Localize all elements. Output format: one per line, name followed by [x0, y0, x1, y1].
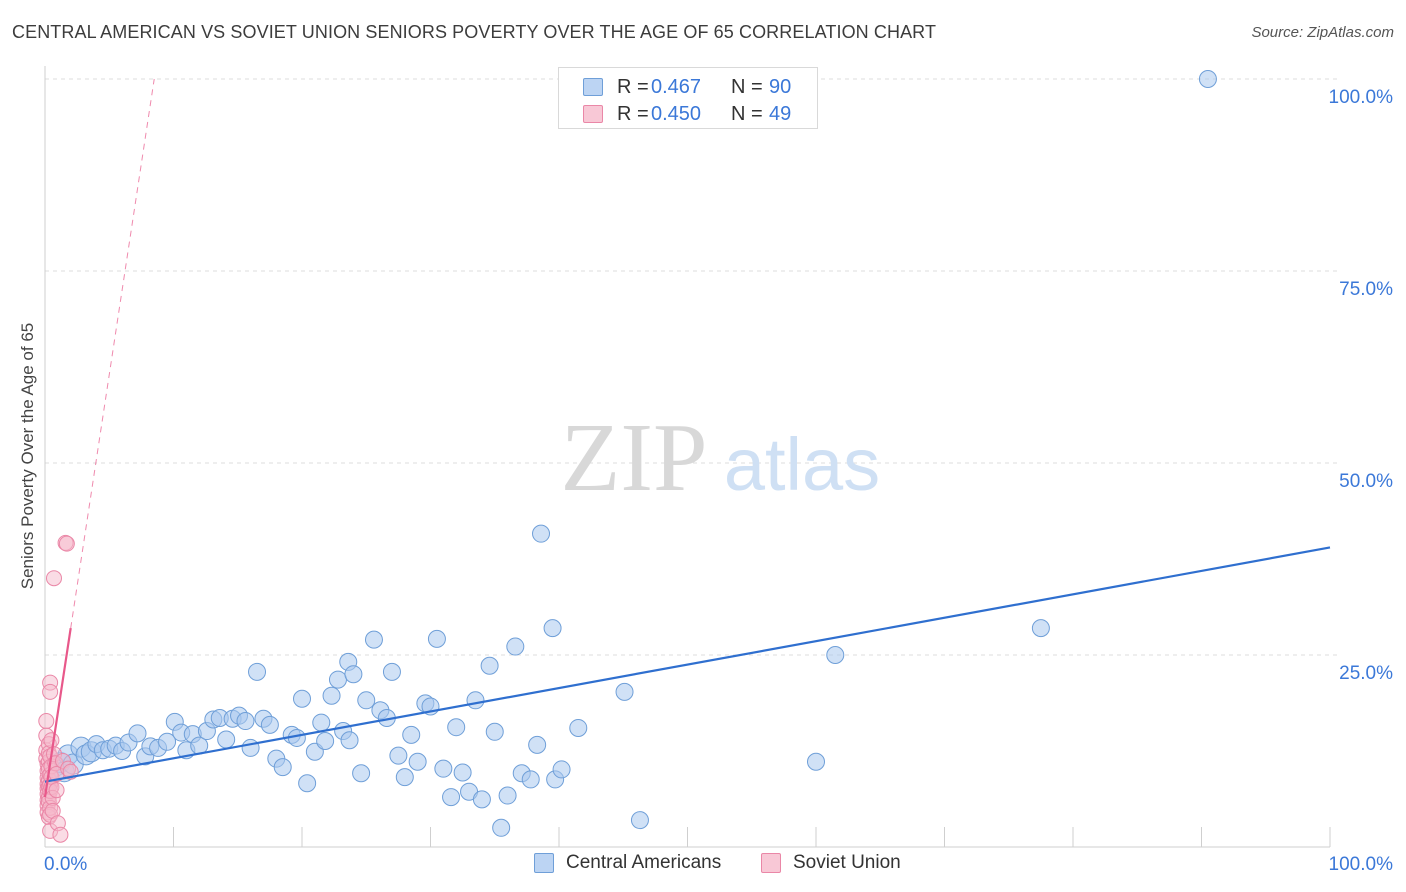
data-point-central-americans	[357, 691, 376, 710]
x-tick-label: 100.0%	[1329, 854, 1394, 875]
data-point-central-americans	[128, 724, 147, 743]
data-point-central-americans	[485, 722, 504, 741]
legend-r-label: R =	[617, 76, 649, 98]
data-point-central-americans	[447, 718, 466, 737]
data-point-central-americans	[241, 738, 260, 757]
data-point-central-americans	[506, 637, 525, 656]
y-tick-label: 50.0%	[1339, 471, 1393, 492]
data-point-central-americans	[453, 763, 472, 782]
bottom-legend-label: Central Americans	[566, 852, 722, 873]
data-point-central-americans	[352, 764, 371, 783]
data-point-central-americans	[293, 689, 311, 708]
legend-swatch-blue	[583, 78, 603, 96]
data-point-central-americans	[442, 788, 461, 807]
data-point-central-americans	[260, 715, 279, 734]
data-point-central-americans	[528, 735, 547, 754]
source-credit: Source: ZipAtlas.com	[1251, 24, 1394, 41]
data-point-central-americans	[552, 760, 571, 779]
data-point-central-americans	[1031, 619, 1050, 638]
legend-r-label: R =	[617, 103, 649, 125]
data-point-central-americans	[521, 770, 540, 789]
legend-r-value: 0.450	[651, 103, 702, 125]
grid-lines	[45, 78, 1340, 656]
data-point-central-americans	[543, 619, 562, 638]
data-point-central-americans	[316, 732, 335, 751]
data-point-central-americans	[382, 662, 401, 681]
data-point-central-americans	[472, 790, 491, 809]
data-point-central-americans	[322, 686, 341, 705]
data-point-central-americans	[364, 630, 383, 649]
y-tick-label: 75.0%	[1339, 279, 1393, 300]
tick-labels: 25.0% 50.0% 75.0% 100.0% 0.0% 100.0%	[44, 87, 1393, 875]
legend-n-value: 49	[769, 103, 792, 125]
data-point-central-americans	[807, 752, 825, 771]
data-point-central-americans	[344, 665, 363, 684]
data-point-central-americans	[298, 774, 317, 793]
data-point-central-americans	[826, 646, 845, 664]
data-point-central-americans	[312, 713, 331, 732]
bottom-legend-swatch-blue	[534, 853, 554, 873]
legend-n-label: N =	[731, 76, 763, 98]
legend-n-label: N =	[731, 103, 763, 125]
data-point-central-americans	[427, 629, 446, 648]
watermark-zip: ZIP	[561, 404, 708, 512]
data-point-central-americans	[498, 786, 517, 805]
legend-swatch-pink	[583, 105, 603, 123]
bottom-legend-label: Soviet Union	[793, 852, 901, 873]
data-point-central-americans	[492, 818, 511, 837]
bottom-legend-swatch-pink	[761, 853, 781, 873]
data-point-central-americans	[408, 752, 427, 771]
data-point-central-americans	[248, 662, 267, 681]
chart-title: CENTRAL AMERICAN VS SOVIET UNION SENIORS…	[12, 22, 937, 42]
data-point-central-americans	[569, 718, 588, 737]
data-point-central-americans	[1198, 70, 1217, 88]
trend-lines	[43, 78, 1331, 798]
data-point-soviet-union	[45, 570, 62, 587]
y-tick-label: 100.0%	[1329, 87, 1394, 108]
data-point-central-americans	[434, 759, 453, 778]
data-point-central-americans	[402, 725, 421, 744]
data-point-central-americans	[328, 670, 347, 689]
data-point-central-americans	[158, 732, 177, 751]
data-point-central-americans	[389, 746, 408, 765]
y-tick-label: 25.0%	[1339, 663, 1393, 684]
data-point-central-americans	[615, 682, 634, 701]
data-point-central-americans	[217, 730, 236, 749]
data-point-soviet-union	[58, 535, 75, 552]
data-point-soviet-union	[43, 732, 60, 749]
data-point-central-americans	[480, 656, 499, 675]
trend-line-soviet-union	[43, 627, 72, 798]
trend-line-soviet-union-extension	[70, 78, 155, 629]
legend-r-value: 0.467	[651, 76, 702, 98]
data-point-soviet-union	[48, 782, 65, 799]
data-point-central-americans	[340, 731, 359, 750]
legend-n-value: 90	[769, 76, 792, 98]
data-point-central-americans	[630, 811, 649, 830]
data-point-soviet-union	[42, 683, 59, 700]
data-point-soviet-union	[38, 713, 55, 730]
data-point-central-americans	[395, 768, 414, 787]
x-tick-label: 0.0%	[44, 854, 87, 875]
data-point-central-americans	[236, 712, 255, 731]
trend-line-central-americans	[44, 546, 1331, 783]
watermark: ZIP atlas	[561, 404, 881, 512]
watermark-atlas: atlas	[724, 423, 880, 506]
data-point-central-americans	[466, 691, 485, 710]
data-point-central-americans	[532, 524, 551, 543]
legend: R = 0.467 N = 90 R = 0.450 N = 49	[558, 67, 818, 129]
data-point-central-americans	[273, 758, 292, 777]
data-point-soviet-union	[52, 826, 69, 843]
